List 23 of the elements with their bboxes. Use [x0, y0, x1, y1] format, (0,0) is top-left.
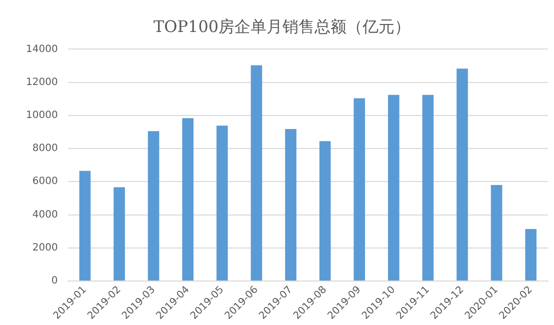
y-tick-label: 10000 — [26, 110, 58, 122]
bar — [216, 126, 228, 280]
bar — [319, 141, 331, 280]
y-tick-label: 8000 — [32, 143, 58, 154]
bar — [79, 170, 91, 280]
bar — [285, 128, 296, 280]
bar — [525, 228, 537, 280]
y-tick-label: 6000 — [32, 176, 58, 188]
bar — [114, 187, 125, 280]
y-tick-label: 0 — [51, 276, 58, 287]
y-tick-label: 12000 — [26, 76, 58, 88]
bar — [422, 94, 434, 280]
chart-title: TOP100房企单月销售总额（亿元） — [153, 16, 411, 36]
bar — [490, 184, 502, 280]
y-tick-label: 4000 — [32, 209, 58, 220]
bar — [456, 68, 468, 280]
bar — [148, 131, 160, 280]
bar — [182, 118, 194, 280]
bar — [354, 98, 366, 280]
y-tick-label: 2000 — [32, 242, 58, 254]
y-tick-label: 14000 — [26, 44, 58, 55]
bar — [388, 94, 400, 280]
bar — [250, 65, 262, 280]
